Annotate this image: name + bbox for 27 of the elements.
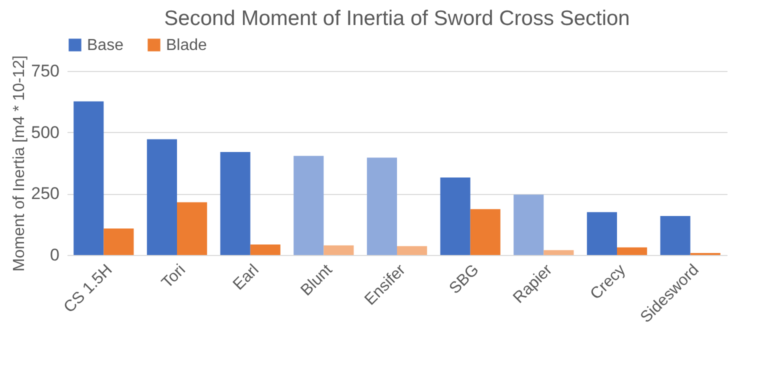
bar [220, 152, 250, 255]
x-tick-label: Earl [230, 262, 262, 294]
bar [146, 139, 177, 255]
bar [440, 177, 470, 255]
bar [470, 209, 500, 255]
bar [250, 244, 280, 255]
bar [366, 158, 397, 255]
bar [514, 194, 544, 255]
bar [177, 202, 208, 255]
y-tick-label: 0 [50, 246, 60, 264]
y-axis-title: Moment of Inertia [m4 * 10-12] [11, 55, 28, 272]
bar [294, 156, 324, 255]
bar [74, 101, 104, 255]
y-tick-label: 250 [31, 184, 60, 204]
bar [324, 245, 354, 255]
x-tick-label: Tori [158, 262, 190, 292]
chart-title: Second Moment of Inertia of Sword Cross Section [164, 7, 630, 30]
legend-label: Blade [166, 37, 208, 54]
bar [617, 247, 648, 255]
bar [660, 216, 690, 255]
bar [544, 250, 574, 255]
y-tick-label: 750 [31, 62, 60, 80]
bar [586, 212, 617, 255]
y-tick-label: 500 [31, 122, 60, 142]
bar [397, 246, 428, 255]
bar [104, 228, 134, 255]
legend-label: Base [87, 37, 124, 54]
